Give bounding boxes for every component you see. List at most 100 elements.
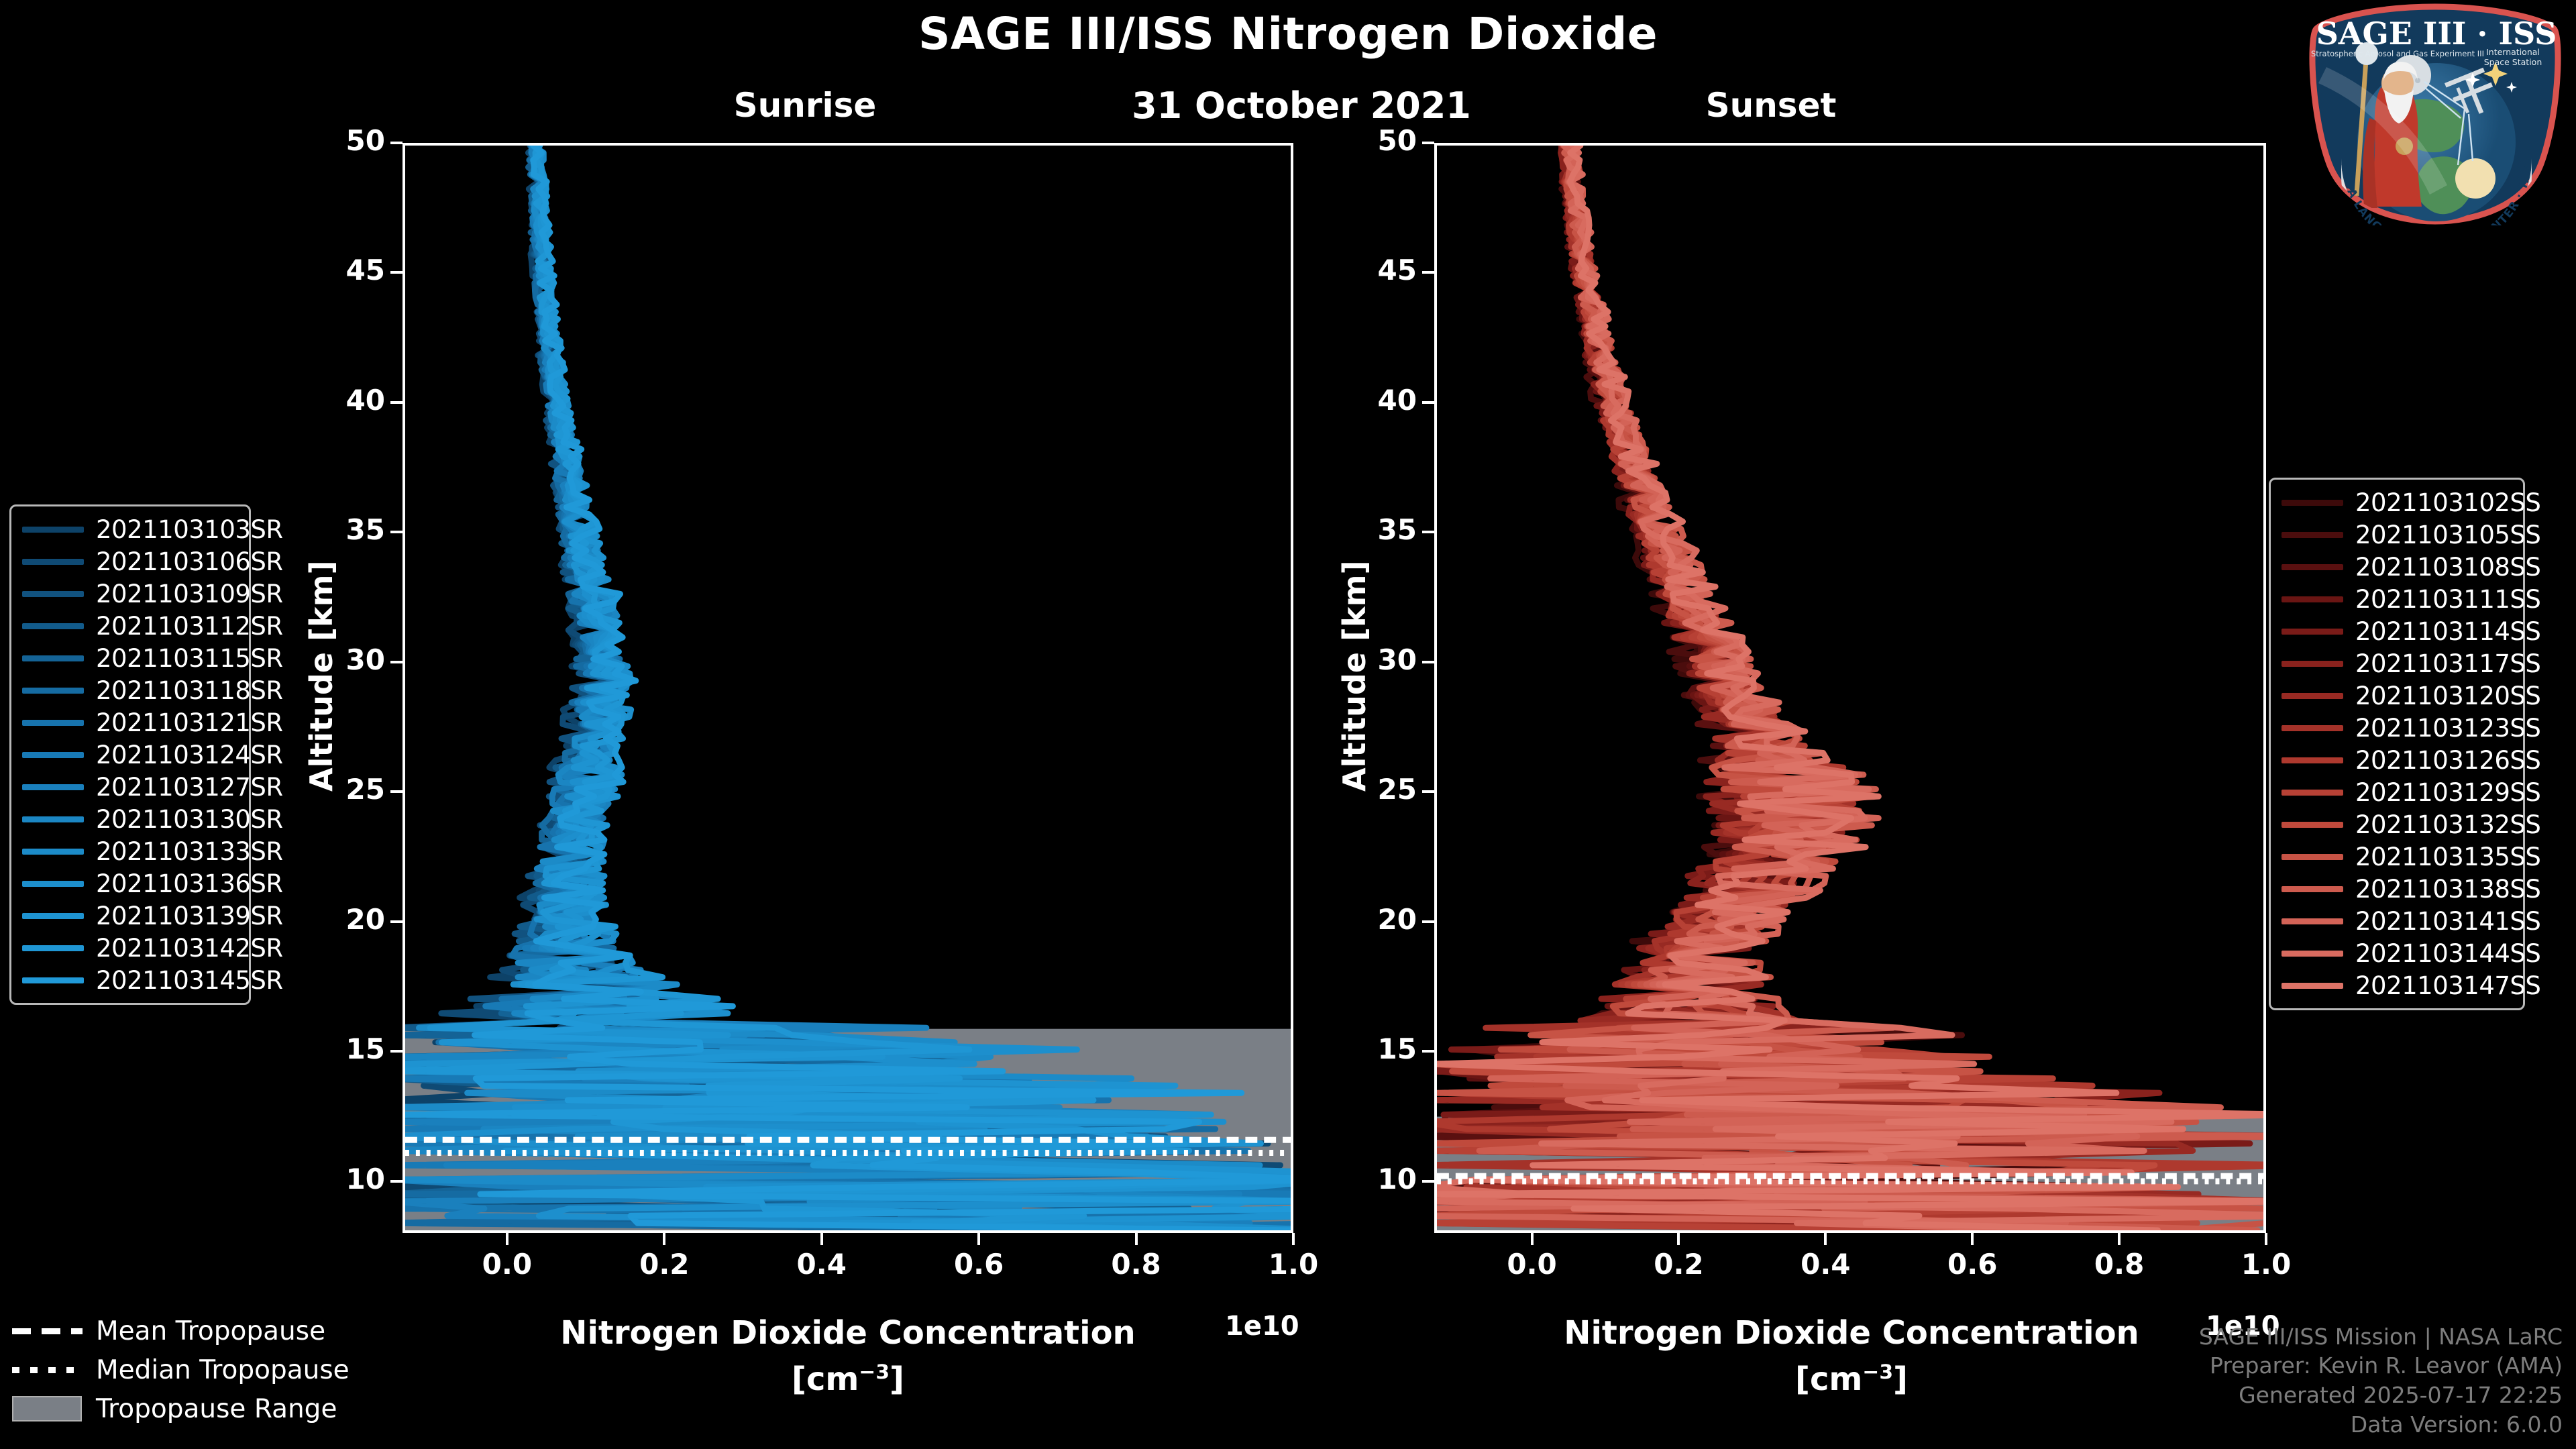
legend-color-swatch [2282, 564, 2343, 570]
legend-color-swatch [22, 558, 84, 565]
legend-event-label: 2021103127SR [96, 772, 283, 802]
y-axis-tick-mark [390, 142, 402, 144]
legend-item[interactable]: 2021103102SS [2282, 486, 2541, 519]
legend-item[interactable]: 2021103126SS [2282, 744, 2541, 776]
y-axis-label-sunset: Altitude [km] [1336, 560, 1373, 792]
y-axis-tick-label: 50 [1377, 124, 1417, 157]
legend-color-swatch [22, 590, 84, 597]
credit-generated: Generated 2025-07-17 22:25 [2239, 1382, 2563, 1409]
y-axis-label-sunrise: Altitude [km] [303, 560, 339, 792]
legend-item[interactable]: 2021103145SR [22, 964, 283, 996]
legend-event-label: 2021103121SR [96, 708, 283, 737]
legend-item[interactable]: 2021103136SR [22, 867, 283, 900]
y-axis-tick-label: 15 [345, 1032, 385, 1066]
robed-figure-icon [2354, 42, 2422, 208]
profile-line [405, 146, 1291, 1230]
sunrise-plot-panel [402, 143, 1293, 1233]
sunset-plot-panel [1434, 143, 2266, 1233]
credit-mission: SAGE III/ISS Mission | NASA LaRC [2198, 1323, 2563, 1350]
legend-item[interactable]: 2021103130SR [22, 803, 283, 835]
legend-label-tropopause-range: Tropopause Range [96, 1393, 337, 1424]
legend-item[interactable]: 2021103108SS [2282, 551, 2541, 583]
legend-item[interactable]: 2021103112SR [22, 610, 283, 642]
legend-event-label: 2021103147SS [2355, 971, 2541, 1000]
legend-color-swatch [2282, 982, 2343, 989]
x-axis-tick-label: 0.6 [1947, 1248, 1998, 1281]
legend-event-label: 2021103111SS [2355, 584, 2541, 614]
legend-event-label: 2021103139SR [96, 901, 283, 930]
y-axis-tick-label: 45 [345, 254, 385, 287]
legend-sunset[interactable]: 2021103102SS 2021103105SS 2021103108SS 2021… [2269, 478, 2541, 1010]
legend-item[interactable]: 2021103138SS [2282, 873, 2541, 905]
y-axis-tick-mark [390, 1179, 402, 1183]
legend-item[interactable]: 2021103135SS [2282, 841, 2541, 873]
legend-color-swatch [22, 623, 84, 629]
y-axis-tick-label: 10 [1377, 1162, 1417, 1195]
legend-item[interactable]: 2021103120SS [2282, 680, 2541, 712]
legend-item[interactable]: 2021103142SR [22, 932, 283, 964]
y-axis-tick-label: 35 [345, 513, 385, 547]
stars-icon [2483, 62, 2508, 86]
legend-item[interactable]: 2021103147SS [2282, 969, 2541, 1002]
legend-sunrise[interactable]: 2021103103SR 2021103106SR 2021103109SR 2021… [9, 504, 283, 1005]
legend-item[interactable]: 2021103106SR [22, 545, 283, 578]
y-axis-tick-label: 40 [1377, 383, 1417, 417]
legend-color-swatch [2282, 950, 2343, 957]
legend-item[interactable]: 2021103115SR [22, 642, 283, 674]
patch-subtitle-right-1: International [2486, 47, 2540, 57]
legend-color-swatch [22, 977, 84, 983]
y-axis-tick-label: 30 [1377, 643, 1417, 676]
y-axis-tick-mark [1422, 790, 1434, 794]
legend-color-swatch [22, 751, 84, 758]
legend-item[interactable]: 2021103121SR [22, 706, 283, 739]
x-axis-tick-mark [1530, 1233, 1534, 1245]
x-axis-offset-sunrise: 1e10 [1225, 1311, 1299, 1342]
legend-event-label: 2021103130SR [96, 804, 283, 834]
profile-line [405, 146, 1291, 1230]
legend-item[interactable]: 2021103144SS [2282, 937, 2541, 969]
legend-item[interactable]: 2021103124SR [22, 739, 283, 771]
legend-item[interactable]: 2021103105SS [2282, 519, 2541, 551]
legend-item[interactable]: 2021103117SS [2282, 647, 2541, 680]
observation-date: 31 October 2021 [1132, 85, 1471, 127]
legend-item[interactable]: 2021103114SS [2282, 615, 2541, 647]
legend-event-label: 2021103145SR [96, 965, 283, 995]
iss-station-icon [2445, 67, 2493, 114]
legend-item[interactable]: 2021103129SS [2282, 776, 2541, 808]
x-axis-tick-label: 0.8 [1111, 1248, 1161, 1281]
y-axis-tick-label: 20 [345, 902, 385, 936]
legend-event-label: 2021103136SR [96, 869, 283, 898]
x-axis-tick-label: 0.2 [1654, 1248, 1704, 1281]
x-axis-tick-label: 0.6 [953, 1248, 1004, 1281]
legend-event-label: 2021103141SS [2355, 906, 2541, 936]
y-axis-tick-label: 50 [345, 124, 385, 157]
legend-tropopause: Mean Tropopause Median Tropopause Tropop… [12, 1311, 350, 1428]
y-axis-tick-mark [390, 1050, 402, 1053]
legend-item[interactable]: 2021103132SS [2282, 808, 2541, 841]
legend-event-label: 2021103129SS [2355, 777, 2541, 807]
y-axis-tick-label: 15 [1377, 1032, 1417, 1066]
legend-item[interactable]: 2021103141SS [2282, 905, 2541, 937]
legend-color-swatch [2282, 918, 2343, 924]
legend-item[interactable]: 2021103109SR [22, 578, 283, 610]
legend-event-label: 2021103133SR [96, 837, 283, 866]
legend-item[interactable]: 2021103123SS [2282, 712, 2541, 744]
legend-item[interactable]: 2021103139SR [22, 900, 283, 932]
legend-item[interactable]: 2021103133SR [22, 835, 283, 867]
profile-line [1437, 146, 2263, 1230]
legend-item[interactable]: 2021103111SS [2282, 583, 2541, 615]
y-axis-tick-mark [1422, 1050, 1434, 1053]
legend-event-label: 2021103106SR [96, 547, 283, 576]
legend-event-label: 2021103115SR [96, 643, 283, 673]
profile-line [405, 146, 1291, 1230]
legend-item[interactable]: 2021103103SR [22, 513, 283, 545]
legend-item[interactable]: 2021103118SR [22, 674, 283, 706]
legend-color-swatch [22, 945, 84, 951]
y-axis-tick-label: 45 [1377, 254, 1417, 287]
legend-item-tropopause-range: Tropopause Range [12, 1389, 350, 1428]
y-axis-tick-mark [390, 400, 402, 404]
y-axis-tick-mark [390, 271, 402, 274]
legend-event-label: 2021103123SS [2355, 713, 2541, 743]
y-axis-tick-mark [1422, 400, 1434, 404]
legend-item[interactable]: 2021103127SR [22, 771, 283, 803]
